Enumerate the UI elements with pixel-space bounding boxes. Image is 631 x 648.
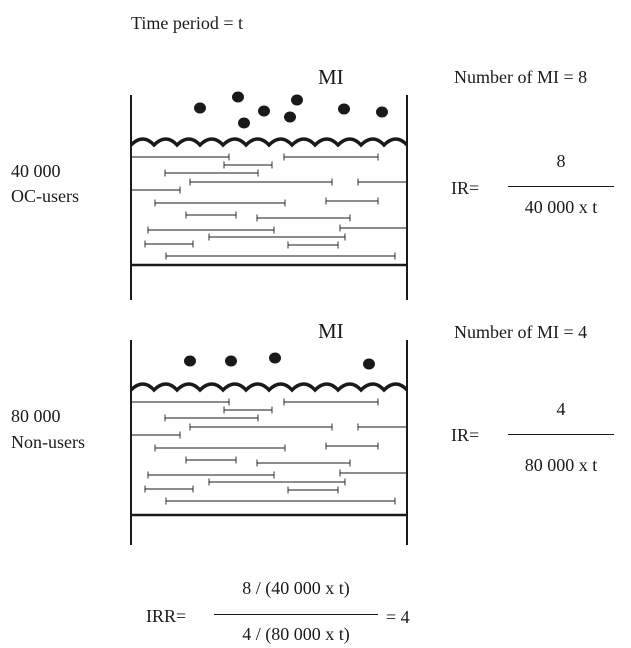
mi-event-dot (225, 355, 237, 367)
mi-event-dot (184, 355, 196, 367)
mi-event-dot (363, 358, 375, 370)
group-size-non-users: 80 000 (11, 406, 61, 426)
cohort-container-oc-users (129, 91, 409, 300)
mi-event-dot (338, 103, 350, 115)
group-name-oc-users: OC-users (11, 186, 79, 206)
mi-event-dot (232, 91, 244, 103)
ir-label-non-users: IR= (451, 425, 480, 445)
mi-event-dot (291, 94, 303, 106)
ir-fraction-line-oc-users (508, 186, 614, 188)
mi-count-non-users: Number of MI = 4 (454, 322, 588, 342)
ir-numerator-non-users: 4 (556, 399, 566, 419)
time-period-label: Time period = t (131, 13, 243, 33)
mi-label-non-users: MI (318, 319, 344, 343)
ir-fraction-line-non-users (508, 434, 614, 436)
mi-event-dots (184, 352, 375, 370)
mi-event-dot (258, 105, 270, 117)
follow-up-lines (131, 153, 407, 260)
ir-denominator-text-non-users: 80 000 x t (524, 455, 598, 475)
mi-event-dot (194, 102, 206, 114)
mi-count-oc-users: Number of MI = 8 (454, 67, 588, 87)
mi-event-dot (284, 111, 296, 123)
irr-result: = 4 (386, 607, 410, 627)
ir-numerator-oc-users: 8 (556, 151, 566, 171)
irr-numerator: 8 / (40 000 x t) (242, 578, 350, 598)
ir-denominator-text-oc-users: 40 000 x t (524, 197, 598, 217)
follow-up-lines (131, 398, 407, 505)
cohort-container-non-users (129, 340, 409, 545)
ir-denominator-non-users: 80 000 x t (508, 456, 614, 474)
mi-event-dots (194, 91, 388, 129)
mi-event-dot (269, 352, 281, 364)
group-size-oc-users: 40 000 (11, 161, 61, 181)
group-name-non-users: Non-users (11, 432, 85, 452)
ir-label-oc-users: IR= (451, 178, 480, 198)
mi-event-dot (376, 106, 388, 118)
ir-denominator-oc-users: 40 000 x t (508, 198, 614, 216)
irr-label: IRR= (146, 606, 187, 626)
irr-denominator: 4 / (80 000 x t) (242, 624, 350, 644)
wavy-divider (129, 382, 409, 393)
irr-fraction-line (214, 614, 378, 616)
mi-label-oc-users: MI (318, 65, 344, 89)
wavy-divider (129, 137, 409, 148)
mi-event-dot (238, 117, 250, 129)
